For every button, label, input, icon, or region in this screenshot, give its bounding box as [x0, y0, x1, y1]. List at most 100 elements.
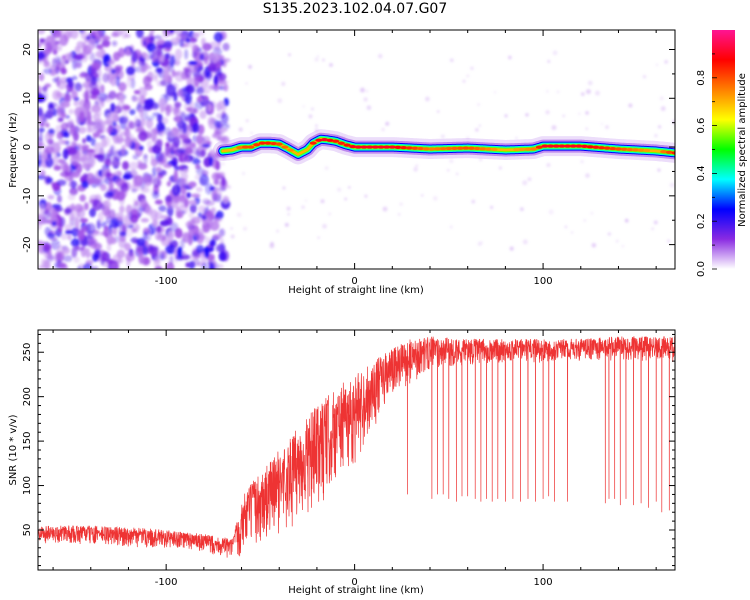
- snr-series-line: [38, 335, 675, 558]
- ridge-peak: [411, 146, 419, 150]
- ridge-peak: [530, 147, 538, 151]
- y-tick-label-top: -20: [22, 236, 33, 252]
- ridge-peak: [354, 145, 362, 149]
- ridge-peak: [326, 138, 334, 142]
- ridge-peak: [614, 147, 622, 151]
- ridge-peak: [598, 146, 605, 150]
- ridge-peak: [643, 148, 651, 153]
- y-tick-label-bottom: 100: [22, 476, 33, 495]
- colorbar-tick-label: 0.0: [696, 261, 707, 277]
- ridge-peak: [467, 146, 475, 150]
- ridge-peak: [320, 137, 328, 142]
- y-tick-label-top: -10: [22, 188, 33, 204]
- ridge-peak: [405, 146, 413, 150]
- ridge-peak: [564, 144, 572, 148]
- ridge-peak: [439, 147, 447, 151]
- ridge-peak: [275, 142, 283, 146]
- y-tick-label-top: 0: [22, 144, 33, 150]
- y-tick-label-top: 20: [22, 43, 33, 56]
- ridge-peak: [377, 145, 385, 149]
- ridge-peak: [631, 148, 639, 152]
- x-tick-label-bottom: 0: [351, 577, 357, 588]
- ridge-peak: [575, 144, 583, 148]
- ridge-peak: [422, 147, 430, 151]
- ridge-peak: [417, 146, 425, 151]
- y-tick-label-top: 10: [22, 92, 33, 105]
- colorbar-tick-label: 0.4: [696, 165, 707, 181]
- ridge-peak: [315, 138, 323, 142]
- ridge-peak: [547, 144, 555, 148]
- ridge-peak: [400, 146, 408, 150]
- ridge-peak: [366, 145, 374, 149]
- ridge-peak: [462, 146, 470, 150]
- ridge-peak: [660, 150, 668, 154]
- colorbar: [712, 30, 735, 269]
- ridge-peak: [281, 145, 289, 149]
- ridge-peak: [586, 145, 594, 149]
- ridge-peak: [287, 148, 295, 152]
- ridge-peak: [552, 144, 560, 148]
- ridge-peak: [451, 146, 458, 150]
- x-tick-label-top: -100: [155, 276, 178, 287]
- y-tick-label-bottom: 200: [22, 387, 33, 406]
- ridge-peak: [332, 139, 340, 143]
- ridge-peak: [592, 145, 600, 149]
- ridge-peak: [603, 146, 611, 150]
- y-tick-label-bottom: 150: [22, 432, 33, 451]
- bottom-y-axis-label: SNR (10 * v/v): [8, 414, 19, 485]
- ridge-peak: [236, 146, 244, 150]
- ridge-peak: [371, 145, 379, 149]
- x-tick-label-bottom: 100: [534, 577, 553, 588]
- colorbar-label: Normalized spectral amplitude: [737, 73, 748, 227]
- ridge-peak: [473, 146, 481, 151]
- ridge-peak: [258, 141, 266, 145]
- ridge-peak: [581, 144, 589, 148]
- ridge-peak: [309, 141, 317, 145]
- ridge-peak: [247, 145, 255, 149]
- x-tick-label-bottom: -100: [155, 577, 178, 588]
- ridge-peak: [626, 147, 634, 152]
- ridge-peak: [394, 145, 402, 149]
- colorbar-tick-label: 0.6: [696, 118, 707, 134]
- ridge-peak: [609, 146, 617, 151]
- ridge-peak: [535, 145, 543, 149]
- ridge-peak: [383, 145, 391, 149]
- ridge-peak: [671, 151, 675, 155]
- y-tick-label-bottom: 250: [22, 343, 33, 362]
- ridge-peak: [337, 141, 345, 145]
- spectrogram-plot-frame: [37, 29, 676, 270]
- ridge-peak: [445, 146, 453, 151]
- top-y-axis-label: Frequency (Hz): [8, 112, 19, 188]
- ridge-peak: [479, 147, 487, 151]
- ridge-peak: [665, 150, 673, 154]
- colorbar-axis: 0.0 0.2 0.4 0.6 0.8: [696, 53, 717, 277]
- ridge-peak: [428, 147, 436, 151]
- x-tick-label-top: 100: [534, 276, 553, 287]
- frequency-ridge: [212, 129, 675, 165]
- y-tick-label-bottom: 50: [22, 524, 33, 537]
- bottom-x-axis-label: Height of straight line (km): [288, 585, 424, 596]
- ridge-peak: [620, 147, 628, 151]
- ridge-peak: [637, 148, 645, 152]
- chart-title: S135.2023.102.04.07.G07: [262, 1, 448, 17]
- ridge-peak: [558, 144, 566, 148]
- x-tick-label-top: 0: [351, 276, 357, 287]
- ridge-peak: [484, 147, 492, 151]
- ridge-peak: [434, 147, 442, 151]
- colorbar-tick-label: 0.8: [696, 70, 707, 86]
- ridge-peak: [490, 147, 498, 152]
- ridge-peak: [541, 144, 549, 148]
- ridge-peak: [270, 141, 278, 146]
- snr-plot-area: [38, 335, 675, 558]
- ridge-peak: [388, 145, 396, 149]
- ridge-peak: [264, 141, 272, 145]
- ridge-peak: [241, 145, 249, 149]
- ridge-peak: [343, 143, 351, 147]
- ridge-peak: [349, 144, 357, 149]
- ridge-peak: [518, 147, 526, 152]
- ridge-peak: [513, 147, 521, 152]
- ridge-peak: [360, 145, 368, 149]
- ridge-peak: [253, 143, 261, 147]
